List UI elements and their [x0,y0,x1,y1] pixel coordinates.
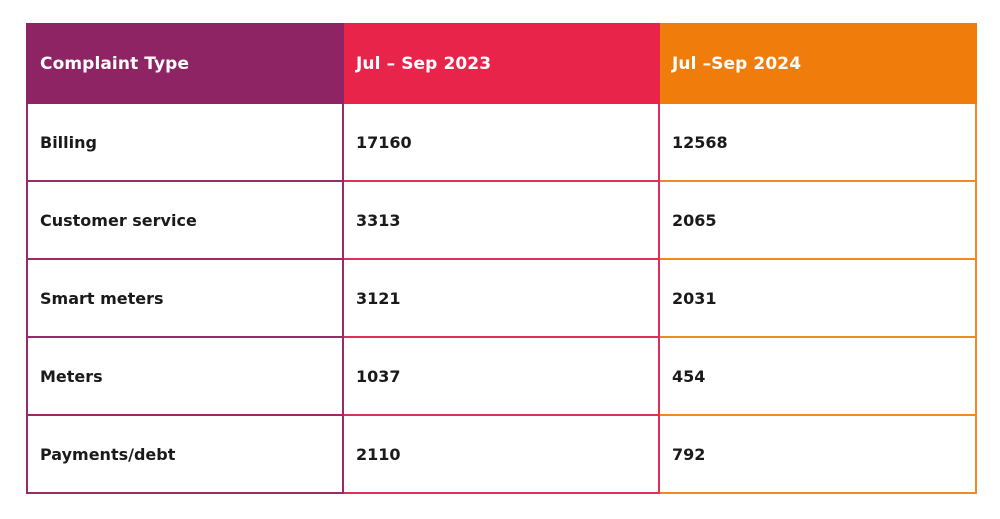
cell-2023: 17160 [342,102,660,182]
header-jul-sep-2024: Jul –Sep 2024 [658,23,977,104]
table-row: Billing 17160 12568 [26,102,977,182]
cell-2024: 454 [658,336,977,416]
table-row: Customer service 3313 2065 [26,180,977,260]
row-label: Smart meters [26,258,344,338]
table-row: Meters 1037 454 [26,336,977,416]
table-row: Smart meters 3121 2031 [26,258,977,338]
header-row: Complaint Type Jul – Sep 2023 Jul –Sep 2… [26,23,977,104]
row-label: Billing [26,102,344,182]
header-complaint-type: Complaint Type [26,23,344,104]
row-label: Meters [26,336,344,416]
cell-2023: 2110 [342,414,660,494]
cell-2024: 2031 [658,258,977,338]
complaints-table-container: Complaint Type Jul – Sep 2023 Jul –Sep 2… [26,23,977,494]
row-label: Payments/debt [26,414,344,494]
cell-2023: 3121 [342,258,660,338]
cell-2023: 1037 [342,336,660,416]
cell-2024: 12568 [658,102,977,182]
cell-2023: 3313 [342,180,660,260]
row-label: Customer service [26,180,344,260]
cell-2024: 2065 [658,180,977,260]
cell-2024: 792 [658,414,977,494]
header-jul-sep-2023: Jul – Sep 2023 [342,23,660,104]
table-row: Payments/debt 2110 792 [26,414,977,494]
complaints-table: Complaint Type Jul – Sep 2023 Jul –Sep 2… [26,23,977,494]
